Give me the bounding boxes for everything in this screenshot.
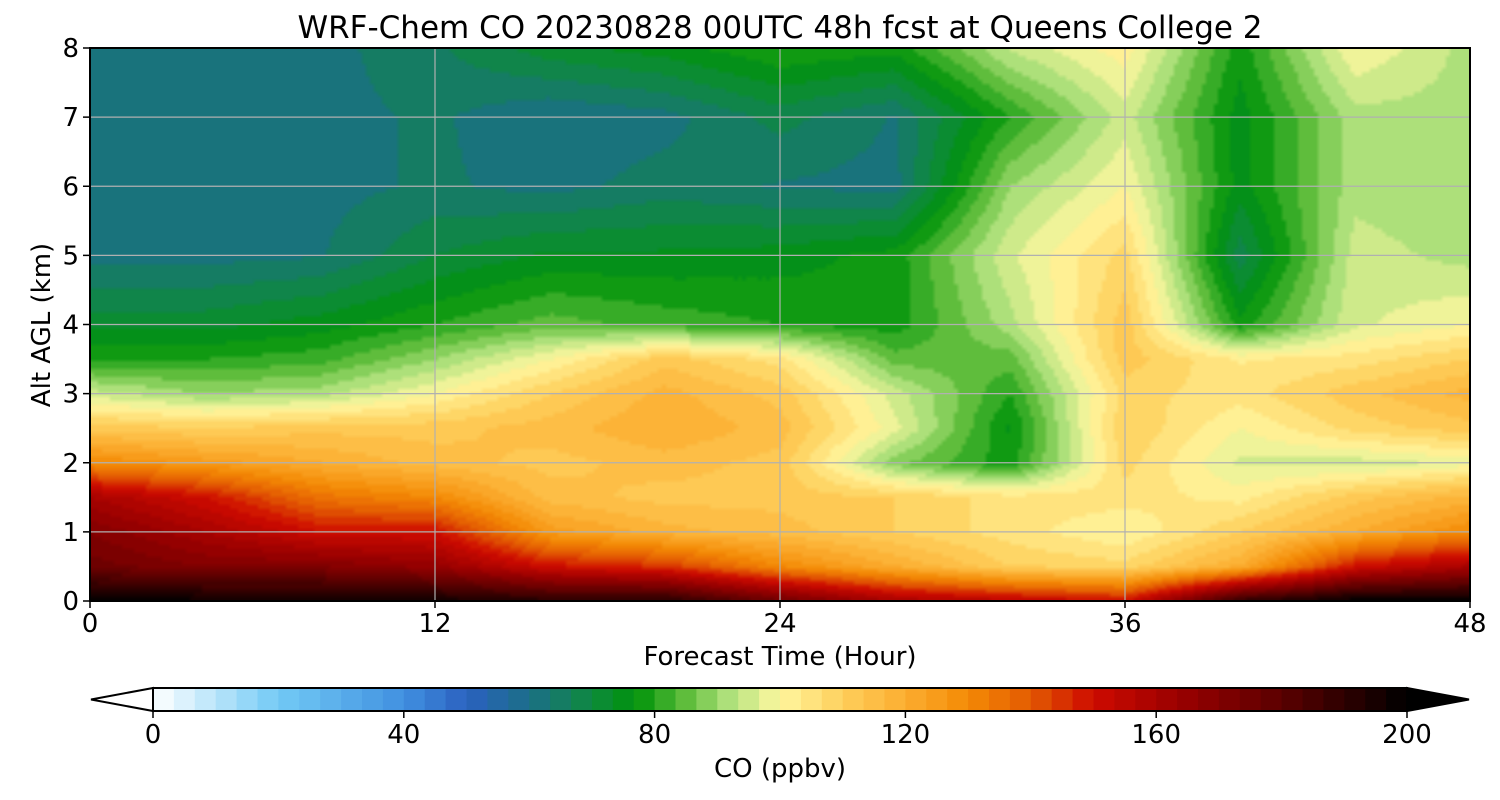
colorbar-swatch: [403, 688, 426, 711]
colorbar-swatch: [278, 688, 300, 711]
x-tick-label: 24: [763, 609, 796, 639]
plot-area: [89, 47, 1471, 602]
colorbar-swatch: [926, 688, 948, 711]
colorbar-swatch: [1260, 688, 1283, 711]
colorbar-swatch: [257, 688, 279, 711]
colorbar-frame: [152, 687, 1408, 712]
colorbar-swatch: [529, 688, 551, 711]
colorbar-swatch: [1177, 688, 1199, 711]
colorbar-swatches: [153, 688, 1408, 711]
colorbar-swatch: [780, 688, 802, 711]
colorbar-swatch: [445, 688, 468, 711]
colorbar-swatch: [968, 688, 990, 711]
colorbar-tick-label: 80: [638, 720, 671, 750]
colorbar-swatch: [1386, 688, 1408, 711]
colorbar-swatch: [236, 688, 259, 711]
colorbar-ticks: 0 40 80 120 160 200: [145, 711, 1432, 750]
y-tick-label: 1: [62, 518, 79, 548]
colorbar-label: CO (ppbv): [714, 754, 846, 784]
colorbar-swatch: [863, 688, 886, 711]
colorbar-extend-low: [90, 686, 154, 713]
y-tick-label: 0: [62, 587, 79, 617]
x-axis-ticks: 0 12 24 36 48: [82, 601, 1487, 639]
colorbar-swatch: [487, 688, 509, 711]
y-axis-ticks: 0 1 2 3 4 5 6 7 8: [62, 34, 90, 617]
y-tick-label: 7: [62, 103, 79, 133]
colorbar-swatch: [989, 688, 1011, 711]
x-axis-label: Forecast Time (Hour): [643, 642, 916, 672]
colorbar-swatch: [1281, 688, 1304, 711]
colorbar-swatch: [1344, 688, 1366, 711]
colorbar-swatch: [1009, 688, 1032, 711]
colorbar-swatch: [821, 688, 844, 711]
colorbar-swatch: [1051, 688, 1074, 711]
colorbar-swatch: [696, 688, 718, 711]
colorbar-swatch: [633, 688, 656, 711]
colorbar-swatch: [1072, 688, 1095, 711]
colorbar-swatch: [173, 688, 196, 711]
colorbar-swatch: [675, 688, 697, 711]
colorbar-swatch: [1030, 688, 1053, 711]
colorbar-swatch: [842, 688, 865, 711]
colorbar-swatch: [153, 688, 175, 711]
colorbar-extend-high: [1406, 686, 1470, 713]
colorbar-swatch: [759, 688, 781, 711]
colorbar-swatch: [717, 688, 739, 711]
colorbar-swatch: [654, 688, 677, 711]
colorbar-swatch: [1323, 688, 1345, 711]
colorbar-swatch: [362, 688, 384, 711]
y-tick-label: 3: [62, 380, 79, 410]
colorbar-tick-label: 120: [881, 720, 931, 750]
y-axis-label: Alt AGL (km): [27, 243, 57, 407]
colorbar-swatch: [571, 688, 593, 711]
colorbar-swatch: [1365, 688, 1387, 711]
colorbar-swatch: [424, 688, 447, 711]
colorbar-swatch: [550, 688, 572, 711]
y-tick-label: 5: [62, 241, 79, 271]
colorbar: 0 40 80 120 160 200 CO (ppbv): [90, 686, 1470, 784]
colorbar-swatch: [1135, 688, 1157, 711]
colorbar-swatch: [800, 688, 823, 711]
colorbar-swatch: [341, 688, 363, 711]
x-tick-label: 36: [1108, 609, 1141, 639]
colorbar-tick-label: 0: [145, 720, 162, 750]
colorbar-swatch: [299, 688, 321, 711]
y-tick-label: 8: [62, 34, 79, 64]
colorbar-swatch: [1093, 688, 1115, 711]
colorbar-swatch: [1198, 688, 1220, 711]
colorbar-swatch: [947, 688, 969, 711]
colorbar-swatch: [1239, 688, 1262, 711]
colorbar-swatch: [215, 688, 238, 711]
x-tick-label: 12: [418, 609, 451, 639]
colorbar-swatch: [320, 688, 342, 711]
colorbar-swatch: [382, 688, 405, 711]
colorbar-tick-label: 200: [1382, 720, 1432, 750]
colorbar-tick-label: 40: [387, 720, 420, 750]
chart-title: WRF-Chem CO 20230828 00UTC 48h fcst at Q…: [297, 10, 1262, 46]
y-tick-label: 6: [62, 172, 79, 202]
colorbar-swatch: [1114, 688, 1136, 711]
colorbar-swatch: [591, 688, 614, 711]
colorbar-swatch: [508, 688, 530, 711]
colorbar-swatch: [194, 688, 217, 711]
y-tick-label: 4: [62, 311, 79, 341]
colorbar-swatch: [905, 688, 927, 711]
colorbar-tick-label: 160: [1131, 720, 1181, 750]
x-tick-label: 48: [1453, 609, 1486, 639]
colorbar-swatch: [1156, 688, 1178, 711]
colorbar-swatch: [466, 688, 488, 711]
colorbar-swatch: [612, 688, 635, 711]
x-tick-label: 0: [82, 609, 99, 639]
colorbar-swatch: [884, 688, 906, 711]
colorbar-swatch: [738, 688, 760, 711]
colorbar-swatch: [1218, 688, 1241, 711]
y-tick-label: 2: [62, 449, 79, 479]
colorbar-swatch: [1302, 688, 1324, 711]
